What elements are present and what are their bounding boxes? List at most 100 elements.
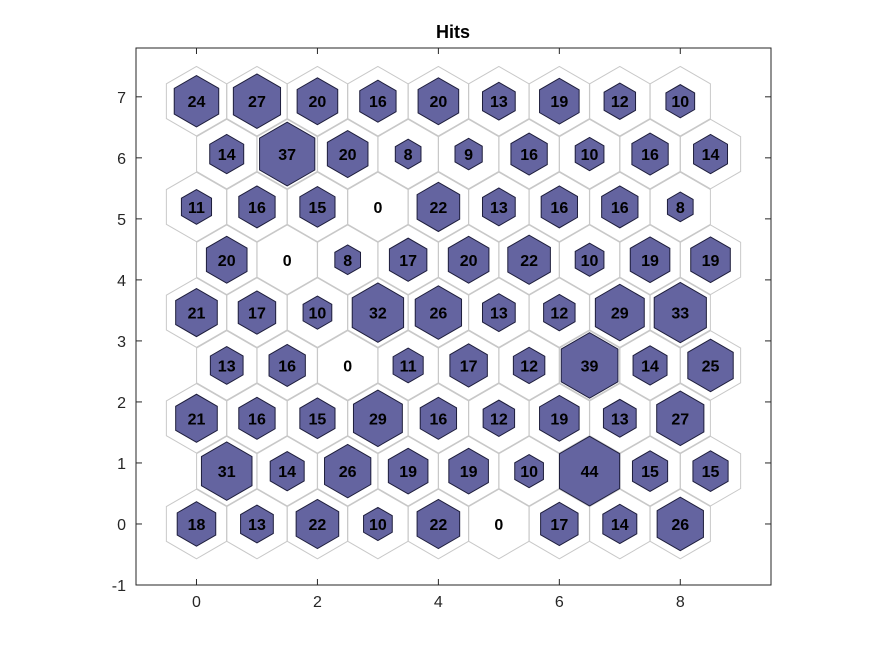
hit-patch <box>240 504 274 544</box>
y-tick-label: 7 <box>117 90 126 107</box>
hit-patch <box>352 389 403 448</box>
hit-patch <box>512 346 546 385</box>
hit-patch <box>510 132 548 176</box>
y-tick-label: 0 <box>117 517 126 534</box>
x-tick-label: 2 <box>313 594 322 611</box>
hit-patch <box>351 282 405 343</box>
hit-patch <box>394 138 422 170</box>
hit-patch <box>539 77 580 125</box>
hit-count-label: 14 <box>611 517 629 534</box>
hit-count-label: 22 <box>520 253 538 270</box>
hit-count-label: 20 <box>339 147 357 164</box>
hit-count-label: 12 <box>550 306 568 323</box>
hit-count-label: 32 <box>369 306 387 323</box>
hit-patch <box>176 501 217 547</box>
hit-patch <box>232 73 282 130</box>
hit-count-label: 11 <box>188 200 205 217</box>
hit-count-label: 16 <box>278 358 296 375</box>
hit-count-label: 17 <box>550 517 568 534</box>
hit-patch <box>656 496 704 552</box>
hit-count-label: 0 <box>283 253 292 270</box>
hit-count-label: 17 <box>460 358 478 375</box>
hit-patch <box>602 503 638 545</box>
hit-patch <box>666 191 694 223</box>
neuron-outline <box>679 224 742 296</box>
neuron-outline-layer <box>165 65 742 560</box>
hit-patch <box>481 81 516 121</box>
plot-frame <box>135 47 772 586</box>
hit-patch <box>690 236 731 284</box>
hit-count-label: 13 <box>248 517 266 534</box>
hit-patch <box>447 235 490 284</box>
hit-patch <box>269 450 305 492</box>
hit-count-label: 29 <box>611 306 629 323</box>
hit-count-label: 21 <box>188 411 206 428</box>
hit-count-label: 27 <box>671 411 689 428</box>
hit-count-label: 19 <box>460 464 478 481</box>
hit-patch <box>603 82 637 120</box>
hit-patch <box>268 343 306 387</box>
hit-patch <box>173 74 220 128</box>
neuron-outline <box>649 65 711 137</box>
hit-count-label: 19 <box>702 253 720 270</box>
hit-patch <box>631 132 669 176</box>
hit-count-label: 20 <box>309 94 327 111</box>
neuron-outline <box>649 382 711 454</box>
hit-patch <box>693 133 729 175</box>
hit-count-label: 16 <box>611 200 629 217</box>
hit-patch <box>237 290 277 335</box>
hit-count-label: 13 <box>490 200 508 217</box>
hit-count-label: 16 <box>550 200 568 217</box>
x-tick-label: 0 <box>192 594 201 611</box>
chart-title: Hits <box>436 22 470 42</box>
x-tick-label: 8 <box>676 594 685 611</box>
hit-patch <box>594 283 645 342</box>
hit-count-label: 14 <box>702 147 720 164</box>
neuron-outline <box>649 488 711 560</box>
hit-count-label: 13 <box>611 411 629 428</box>
hit-patch-layer <box>173 73 734 552</box>
hit-count-label: 22 <box>429 200 447 217</box>
hit-count-label: 16 <box>520 147 538 164</box>
hit-patch <box>205 235 248 284</box>
hit-patch <box>417 77 460 126</box>
hit-patch <box>334 244 362 276</box>
neuron-outline <box>679 330 742 401</box>
hit-patch <box>175 287 218 338</box>
hit-patch <box>602 398 637 438</box>
neuron-outline <box>649 171 711 243</box>
hit-count-label: 16 <box>429 411 447 428</box>
hit-patch <box>392 347 424 384</box>
hit-patch <box>448 447 489 495</box>
hit-count-label: 21 <box>188 306 206 323</box>
hit-patch <box>574 242 605 277</box>
hit-count-label: 12 <box>520 358 538 375</box>
y-tick-label: -1 <box>112 578 126 595</box>
hit-patch <box>514 453 544 489</box>
hit-patch <box>296 77 339 126</box>
y-tick-label: 1 <box>117 456 126 473</box>
hit-count-label: 20 <box>429 94 447 111</box>
hit-count-label: 8 <box>404 147 413 164</box>
hit-patch <box>543 293 576 332</box>
hit-patch <box>363 506 393 542</box>
hit-label-layer: 18 13 22 10 22 0 17 14 26 31 14 26 19 19 10 44 15 15 21 16 1… <box>188 94 720 534</box>
neuron-outline <box>679 435 742 507</box>
hit-count-label: 14 <box>641 358 659 375</box>
hit-count-label: 12 <box>490 411 508 428</box>
hit-patch <box>209 133 245 175</box>
hit-count-label: 24 <box>188 94 206 111</box>
hit-count-label: 13 <box>490 306 508 323</box>
hit-count-label: 15 <box>309 411 327 428</box>
hit-patch <box>539 394 580 442</box>
hit-patch <box>482 399 516 438</box>
x-axis: 0 2 4 6 8 <box>192 48 685 611</box>
hit-count-label: 15 <box>641 464 659 481</box>
hit-count-label: 31 <box>218 464 236 481</box>
hit-patch <box>629 236 671 284</box>
hit-count-label: 20 <box>218 253 236 270</box>
hit-patch <box>560 332 619 399</box>
hit-count-label: 10 <box>309 306 327 323</box>
hit-patch <box>259 121 316 187</box>
